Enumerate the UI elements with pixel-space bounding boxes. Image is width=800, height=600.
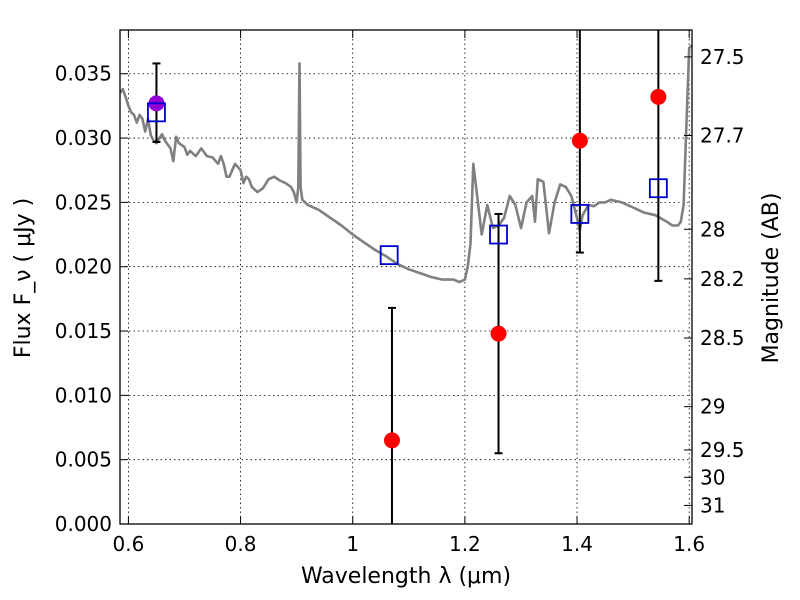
y-tick-label: 0.010 [55, 383, 112, 407]
y-tick-label: 0.020 [55, 255, 112, 279]
magnitude-axis-label: Magnitude (AB) [759, 193, 784, 364]
y-tick-label: 0.015 [55, 319, 112, 343]
magnitude-tick-label: 28.2 [700, 267, 745, 291]
plot-frame [119, 29, 693, 525]
magnitude-tick-label: 27.5 [700, 45, 745, 69]
y-tick-label: 0.030 [55, 126, 112, 150]
observed-point [490, 325, 507, 342]
magnitude-tick-label: 28 [700, 217, 725, 241]
y-tick-label: 0.025 [55, 190, 112, 214]
x-tick-label: 0.6 [113, 532, 145, 556]
observed-point [383, 432, 400, 449]
x-tick-label: 1 [346, 532, 359, 556]
y-tick-label: 0.005 [55, 448, 112, 472]
observed-point [571, 132, 588, 149]
y-axis-ticks: 0.000 0.005 0.010 0.015 0.020 0.025 0.030 0.035 [55, 62, 128, 536]
magnitude-tick-label: 29.5 [700, 438, 745, 462]
magnitude-tick-label: 31 [700, 493, 725, 517]
y-tick-label: 0.000 [55, 512, 112, 536]
model-point [570, 204, 590, 224]
model-point [379, 245, 399, 266]
magnitude-tick-label: 28.5 [700, 326, 745, 350]
magnitude-tick-label: 30 [700, 465, 725, 489]
x-axis-ticks: 0.6 0.8 1 1.2 1.4 1.6 [113, 30, 705, 556]
y-tick-label: 0.035 [55, 62, 112, 86]
x-axis-label: Wavelength λ (μm) [301, 564, 511, 589]
markers [147, 88, 668, 449]
model-point [489, 224, 508, 245]
observed-point [650, 88, 667, 105]
x-tick-label: 1.4 [561, 532, 593, 556]
y-axis-label: Flux F_ν ( μJy ) [11, 198, 36, 358]
error-bars [152, 30, 663, 524]
x-tick-label: 1.6 [673, 532, 705, 556]
x-tick-label: 0.8 [225, 532, 257, 556]
model-point [648, 178, 668, 199]
magnitude-axis-ticks: 27.5 27.7 28 28.2 28.5 29 29.5 30 31 [684, 45, 745, 517]
x-tick-label: 1.2 [449, 532, 481, 556]
magnitude-tick-label: 27.7 [700, 123, 745, 147]
magnitude-tick-label: 29 [700, 395, 725, 419]
model-point [147, 102, 166, 123]
